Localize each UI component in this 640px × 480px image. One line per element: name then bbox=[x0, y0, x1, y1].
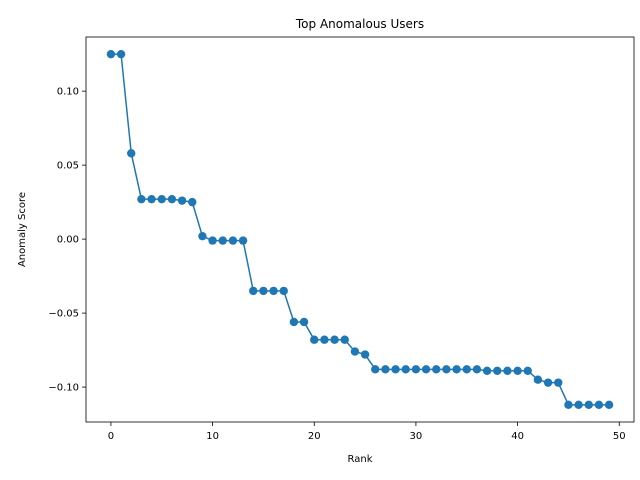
x-tick-label: 20 bbox=[308, 431, 321, 442]
x-tick-label: 10 bbox=[206, 431, 219, 442]
y-tick-label: 0.05 bbox=[57, 161, 79, 172]
data-point bbox=[330, 335, 339, 344]
data-point bbox=[442, 365, 451, 374]
data-point bbox=[289, 317, 299, 327]
y-tick-label: −0.05 bbox=[48, 309, 79, 320]
data-point bbox=[360, 350, 370, 359]
data-point bbox=[482, 366, 492, 375]
data-point bbox=[310, 335, 319, 344]
data-point bbox=[371, 365, 380, 374]
x-tick-label: 50 bbox=[613, 431, 626, 442]
data-point bbox=[584, 400, 593, 410]
data-point bbox=[157, 194, 166, 204]
data-point bbox=[493, 366, 502, 375]
data-point bbox=[604, 400, 614, 410]
data-point bbox=[503, 366, 512, 375]
data-point bbox=[320, 335, 329, 344]
x-tick-label: 0 bbox=[108, 431, 114, 442]
plot-frame bbox=[85, 36, 635, 423]
data-point bbox=[513, 366, 522, 375]
data-point bbox=[238, 236, 248, 245]
x-tick-label: 30 bbox=[410, 431, 423, 442]
data-point bbox=[421, 365, 431, 374]
data-point bbox=[106, 49, 116, 59]
data-point bbox=[167, 194, 177, 204]
data-point bbox=[523, 366, 532, 375]
data-point bbox=[228, 236, 238, 245]
data-point bbox=[208, 236, 217, 245]
data-point bbox=[127, 149, 136, 158]
data-point bbox=[116, 49, 126, 59]
data-point bbox=[574, 400, 583, 410]
data-point bbox=[147, 194, 156, 204]
data-point bbox=[249, 286, 258, 296]
data-point bbox=[188, 197, 197, 207]
data-point bbox=[299, 317, 309, 327]
chart-title: Top Anomalous Users bbox=[295, 17, 424, 31]
plot-content bbox=[106, 49, 614, 410]
data-point bbox=[401, 365, 410, 374]
data-point bbox=[391, 365, 400, 374]
data-point bbox=[259, 286, 268, 296]
data-point bbox=[340, 335, 349, 344]
data-point bbox=[198, 231, 207, 241]
y-tick-label: 0.00 bbox=[57, 235, 79, 246]
data-point bbox=[411, 365, 421, 374]
data-point bbox=[381, 365, 390, 374]
data-point bbox=[543, 378, 553, 387]
data-point bbox=[177, 196, 187, 205]
data-point bbox=[462, 365, 471, 374]
data-point bbox=[350, 347, 360, 356]
data-point bbox=[218, 236, 227, 245]
data-point bbox=[269, 286, 278, 296]
data-point bbox=[533, 375, 543, 384]
data-point bbox=[279, 286, 288, 296]
data-point bbox=[137, 194, 146, 204]
x-tick-label: 40 bbox=[511, 431, 524, 442]
data-point bbox=[432, 365, 441, 374]
axis-ticks: 0 10 20 30 40 50 −0.10 −0.05 0.00 0.05 0.10 bbox=[48, 87, 625, 442]
y-tick-label: −0.10 bbox=[48, 383, 79, 394]
data-point bbox=[554, 378, 563, 387]
y-tick-label: 0.10 bbox=[57, 87, 79, 98]
data-point bbox=[472, 365, 482, 374]
data-point bbox=[594, 400, 604, 410]
x-axis-label: Rank bbox=[348, 454, 373, 465]
y-axis-label: Anomaly Score bbox=[17, 192, 28, 267]
data-point bbox=[452, 365, 461, 374]
data-point bbox=[564, 400, 573, 410]
